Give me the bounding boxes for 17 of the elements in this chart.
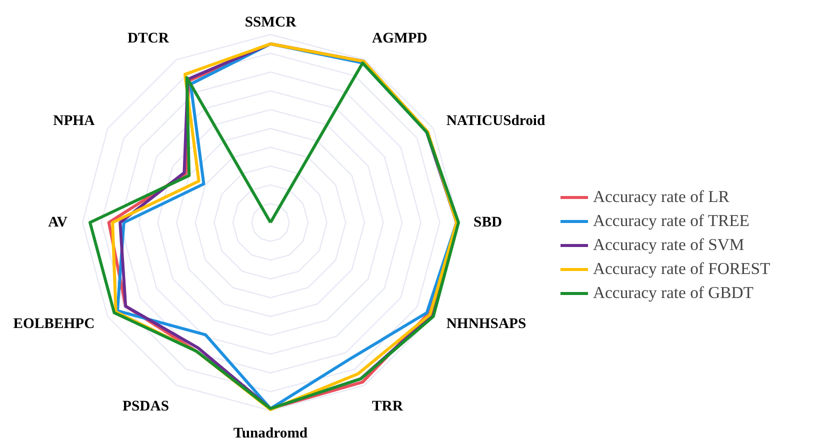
legend-label: Accuracy rate of FOREST — [593, 259, 770, 279]
spoke-label: DTCR — [127, 30, 170, 47]
legend-label: Accuracy rate of LR — [593, 187, 730, 207]
spoke-label: EOLBEHPC — [13, 316, 95, 332]
spoke-label: SBD — [474, 214, 502, 230]
spoke-label: Tunadromd — [233, 426, 308, 441]
spoke-label: TRR — [372, 398, 404, 414]
legend-label: Accuracy rate of SVM — [593, 235, 744, 255]
spoke-label: NPHA — [53, 112, 96, 129]
spoke-label: AGMPD — [372, 30, 428, 47]
spoke-label: NATICUSdroid — [446, 112, 546, 129]
legend-label: Accuracy rate of TREE — [593, 211, 750, 231]
spoke-label: NHNHSAPS — [446, 316, 526, 332]
legend-label: Accuracy rate of GBDT — [593, 283, 754, 303]
spoke-label: PSDAS — [122, 398, 169, 414]
spoke-label: SSMCR — [244, 14, 297, 31]
spoke-label: AV — [48, 214, 68, 230]
